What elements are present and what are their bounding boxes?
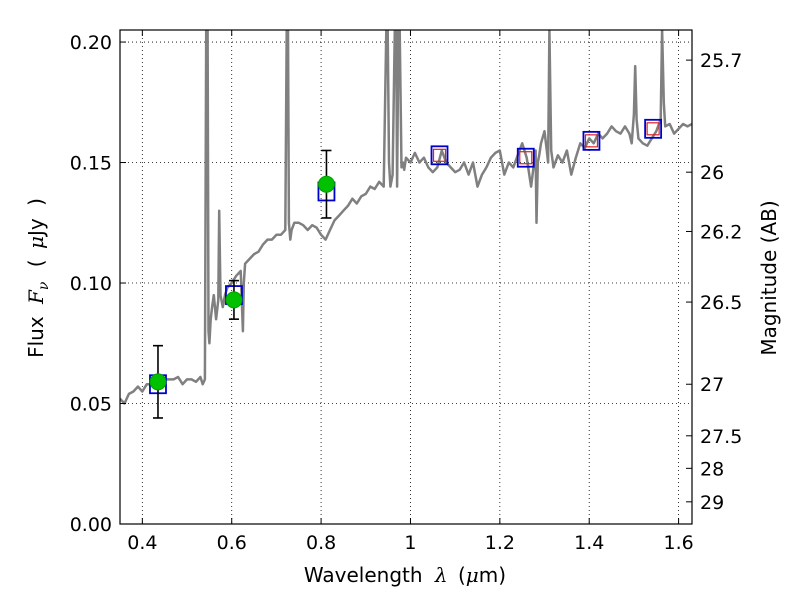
magnitude-tick-label: 28: [700, 458, 724, 480]
upper-limit-marker: [432, 148, 447, 162]
y-label-unit-close: ): [24, 198, 48, 206]
x-label-unit-open: (: [458, 563, 466, 587]
model-photometry-marker: [644, 118, 663, 139]
y-label-prefix: Flux: [24, 316, 48, 358]
x-tick-label: 0.4: [127, 532, 157, 554]
magnitude-tick-label: 27.5: [700, 426, 742, 448]
observed-data-point: [225, 291, 243, 309]
x-tick-label: 1.4: [574, 532, 604, 554]
observed-data-point: [317, 175, 335, 193]
x-tick-label: 0.8: [306, 532, 336, 554]
y-label-subscript: ν: [36, 281, 52, 290]
y-tick-label: 0.15: [70, 153, 112, 175]
y-tick-label: 0.10: [70, 273, 112, 295]
magnitude-tick-label: 27: [700, 374, 724, 396]
x-axis-label: Wavelength λ (μm): [304, 563, 506, 587]
y-axis-label: Flux Fν ( μJy ): [24, 198, 53, 358]
magnitude-tick-label: 25.7: [700, 50, 742, 72]
spectrum-line: [120, 30, 692, 405]
upper-limit-marker: [584, 134, 599, 148]
x-label-prefix: Wavelength: [304, 563, 423, 587]
y-tick-label: 0.00: [70, 514, 112, 536]
magnitude-tick-label: 26: [700, 162, 724, 184]
magnitude-tick-label: 26.5: [700, 292, 742, 314]
model-photometry-marker: [516, 147, 535, 168]
y-tick-label: 0.05: [70, 394, 112, 416]
model-photometry-marker: [430, 145, 449, 166]
y-label-symbol: F: [24, 289, 48, 305]
y-tick-label: 0.20: [70, 32, 112, 54]
x-tick-label: 1.2: [485, 532, 515, 554]
plot-frame: [119, 29, 693, 525]
model-photometry-marker: [582, 130, 601, 151]
y-label-unit-rest: Jy: [24, 218, 48, 238]
upper-limit-marker: [646, 122, 660, 136]
observed-data-point: [149, 373, 167, 391]
axes: 0.4 0.6 0.8 1 1.2 1.4 1.6 0.00 0.05 0.10 0.15 0.20 2…: [70, 29, 742, 554]
x-label-unit-mu: μ: [466, 563, 479, 587]
magnitude-tick-label: 26.2: [700, 221, 742, 243]
upper-limit-marker: [519, 151, 533, 165]
y-label-unit-open: (: [24, 259, 48, 267]
plot-area: [120, 30, 692, 419]
magnitude-axis-label: Magnitude (AB): [757, 200, 781, 355]
x-tick-label: 1: [404, 532, 416, 554]
x-tick-label: 0.6: [217, 532, 247, 554]
x-label-symbol: λ: [434, 563, 448, 587]
x-label-unit-rest: m): [479, 563, 506, 587]
x-tick-label: 1.6: [663, 532, 693, 554]
y-label-unit-mu: μ: [24, 236, 48, 249]
magnitude-tick-label: 29: [700, 492, 724, 514]
